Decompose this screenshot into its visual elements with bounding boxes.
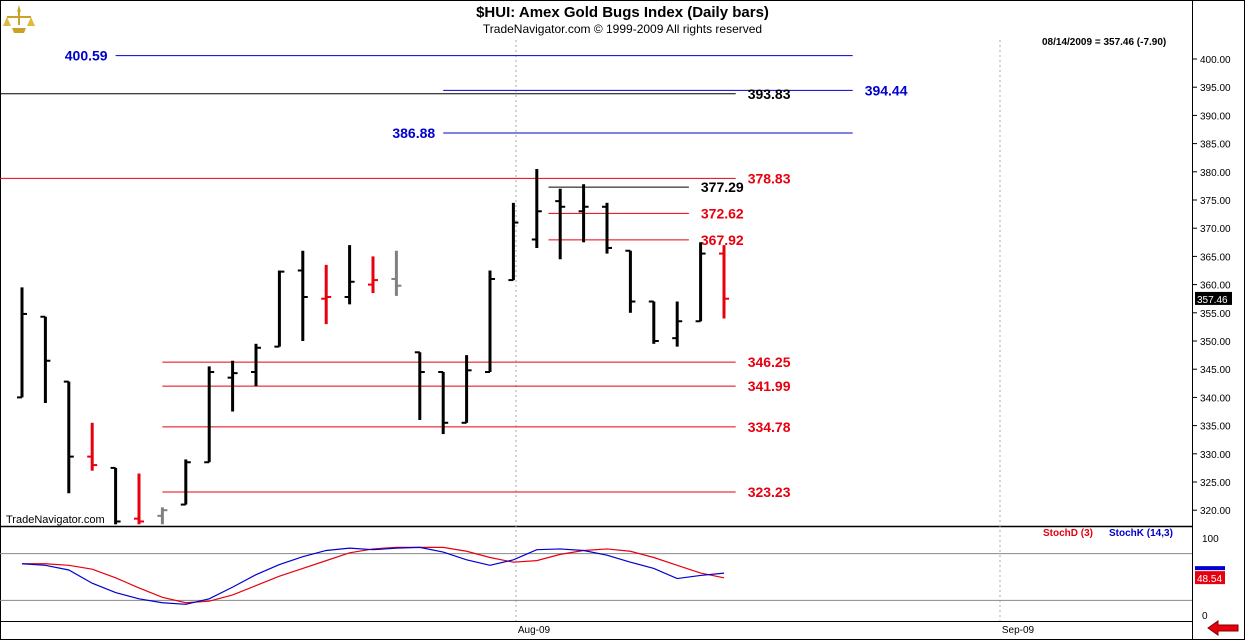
x-tick-label: Aug-09: [518, 625, 551, 636]
ohlc-bar: [134, 473, 144, 525]
ohlc-bar: [672, 301, 683, 347]
stoch-k-line: [21, 546, 725, 605]
last-price-box: [1195, 291, 1232, 305]
last-bar-readout: 08/14/2009 = 357.46 (-7.90): [1042, 37, 1167, 48]
stoch-y-label: 0: [1202, 611, 1208, 622]
level-label: 386.88: [392, 125, 435, 141]
stoch-y-label: 100: [1202, 534, 1219, 545]
y-tick-label: 330.00: [1200, 450, 1231, 461]
level-label: 394.44: [865, 82, 908, 98]
ohlc-bar: [180, 459, 191, 506]
ohlc-bar: [414, 351, 425, 420]
ohlc-bar: [485, 270, 495, 374]
ohlc-bar: [344, 245, 355, 305]
y-tick-label: 320.00: [1200, 506, 1231, 517]
ohlc-bar: [625, 249, 636, 313]
y-tick-label: 350.00: [1200, 337, 1231, 348]
ohlc-bar: [461, 355, 472, 424]
y-tick-label: 335.00: [1200, 422, 1231, 433]
stoch-last-box: [1195, 571, 1225, 585]
ohlc-bar: [87, 422, 98, 471]
x-tick-label: Sep-09: [1002, 625, 1035, 636]
ohlc-bar: [391, 250, 402, 296]
y-tick-label: 390.00: [1200, 111, 1231, 122]
level-label: 346.25: [748, 354, 791, 370]
ohlc-bar: [531, 168, 542, 248]
y-tick-label: 340.00: [1200, 393, 1231, 404]
ohlc-bar: [508, 202, 519, 282]
ohlc-bar: [40, 315, 51, 404]
level-label: 393.83: [748, 86, 791, 102]
ohlc-bar: [719, 245, 729, 319]
y-tick-label: 400.00: [1200, 55, 1231, 66]
ohlc-bar: [17, 287, 27, 399]
legend-stoch-k: StochK (14,3): [1109, 528, 1173, 539]
y-tick-label: 360.00: [1200, 281, 1231, 292]
ohlc-bar: [438, 371, 449, 435]
stoch-last-label: 48.54: [1197, 574, 1222, 585]
chart-title: $HUI: Amex Gold Bugs Index (Daily bars): [476, 4, 769, 21]
y-tick-label: 365.00: [1200, 252, 1231, 263]
ohlc-bar: [274, 270, 285, 348]
level-label: 323.23: [748, 484, 791, 500]
trade-navigator-logo-icon: [2, 2, 36, 36]
last-price-label: 357.46: [1197, 295, 1228, 306]
y-tick-label: 385.00: [1200, 140, 1231, 151]
level-label: 367.92: [701, 232, 744, 248]
level-label: 378.83: [748, 170, 791, 186]
stoch-k-marker: [1195, 566, 1225, 571]
level-label: 372.62: [701, 205, 744, 221]
stoch-d-line: [22, 546, 725, 604]
y-tick-label: 375.00: [1200, 196, 1231, 207]
ohlc-bar: [602, 202, 612, 254]
ohlc-bar: [63, 380, 74, 494]
level-label: 334.78: [748, 419, 791, 435]
level-label: 377.29: [701, 179, 744, 195]
ohlc-bar: [695, 242, 706, 323]
ohlc-bar: [110, 466, 121, 525]
ohlc-bar: [297, 250, 308, 341]
ohlc-bar: [227, 360, 238, 412]
ohlc-bar: [368, 256, 378, 294]
ohlc-bar: [555, 188, 566, 260]
y-tick-label: 355.00: [1200, 309, 1231, 320]
ohlc-bar: [157, 507, 168, 525]
level-label: 341.99: [748, 378, 791, 394]
watermark-text: TradeNavigator.com: [6, 514, 105, 526]
y-tick-label: 395.00: [1200, 83, 1231, 94]
red-left-arrow-icon[interactable]: [1206, 620, 1240, 636]
y-tick-label: 380.00: [1200, 168, 1231, 179]
level-label: 400.59: [65, 48, 108, 64]
ohlc-bar: [648, 300, 659, 344]
copyright-text: TradeNavigator.com © 1999-2009 All right…: [482, 22, 763, 36]
ohlc-bar: [578, 184, 589, 243]
y-tick-label: 370.00: [1200, 224, 1231, 235]
y-tick-label: 345.00: [1200, 365, 1231, 376]
ohlc-bar: [251, 343, 261, 387]
y-tick-label: 325.00: [1200, 478, 1231, 489]
legend-stoch-d: StochD (3): [1043, 528, 1093, 539]
ohlc-bar: [204, 366, 215, 464]
ohlc-bar: [321, 264, 332, 325]
